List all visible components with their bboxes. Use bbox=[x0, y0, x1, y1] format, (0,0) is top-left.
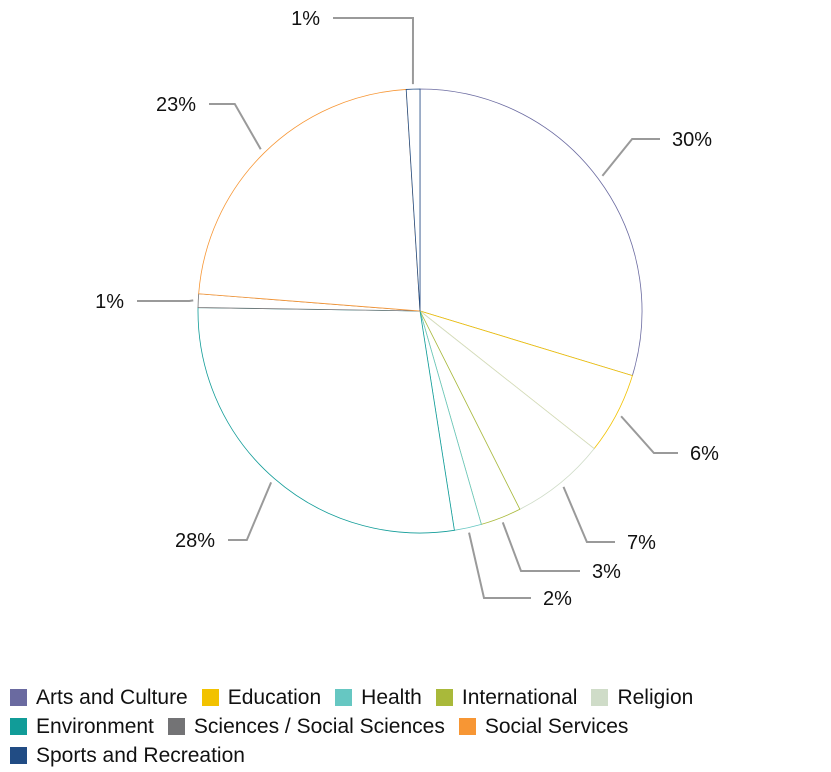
legend-swatch bbox=[167, 718, 185, 735]
legend-label: Sports and Recreation bbox=[36, 743, 245, 767]
data-label: 30% bbox=[672, 129, 712, 151]
data-label: 6% bbox=[690, 443, 719, 465]
pie-slice-arts-and-culture bbox=[419, 88, 643, 377]
data-label: 3% bbox=[592, 561, 621, 583]
leader-line bbox=[501, 522, 580, 572]
data-label: 7% bbox=[627, 532, 656, 554]
pie-slice-environment bbox=[197, 307, 455, 534]
legend-label: Environment bbox=[36, 714, 154, 738]
data-label: 1% bbox=[291, 8, 320, 30]
pie-chart: 30% 6% 7% 3% 2% 28% 1% 23% 1% bbox=[95, 8, 719, 610]
data-label: 28% bbox=[175, 530, 215, 552]
leader-line bbox=[562, 486, 615, 543]
legend-label: Religion bbox=[617, 685, 694, 709]
pie-slice-social-services bbox=[198, 89, 421, 312]
legend-row: Arts and Culture Education Health Internati… bbox=[10, 683, 825, 712]
legend-label: Health bbox=[361, 685, 422, 709]
legend-row: Sports and Recreation bbox=[10, 741, 825, 770]
leader-line bbox=[468, 532, 531, 599]
leader-line bbox=[228, 481, 273, 541]
legend-item[interactable]: International bbox=[435, 685, 578, 710]
legend-item[interactable]: Health bbox=[335, 686, 422, 710]
legend-label: International bbox=[461, 685, 578, 709]
legend-swatch bbox=[591, 689, 609, 706]
legend: Arts and Culture Education Health Internati… bbox=[10, 683, 825, 770]
leader-line bbox=[601, 138, 660, 177]
legend-swatch bbox=[435, 689, 453, 706]
leader-line bbox=[137, 299, 194, 302]
legend-item[interactable]: Religion bbox=[591, 686, 693, 710]
legend-swatch bbox=[201, 689, 219, 706]
legend-row: Environment Sciences / Social Sciences Soc… bbox=[10, 712, 825, 741]
legend-item[interactable]: Arts and Culture bbox=[10, 686, 188, 710]
legend-label: Social Services bbox=[484, 714, 629, 738]
data-label: 2% bbox=[543, 588, 572, 610]
pie-slice-sports-and-recreation bbox=[405, 88, 421, 312]
legend-label: Sciences / Social Sciences bbox=[193, 714, 445, 738]
legend-label: Arts and Culture bbox=[36, 685, 188, 709]
legend-item[interactable]: Environment bbox=[10, 715, 154, 739]
legend-swatch bbox=[458, 718, 476, 735]
data-label: 23% bbox=[156, 94, 196, 116]
legend-swatch bbox=[10, 689, 27, 706]
legend-item[interactable]: Sports and Recreation bbox=[10, 744, 245, 768]
leader-line bbox=[333, 17, 415, 85]
leader-line bbox=[620, 415, 678, 454]
legend-item[interactable]: Sciences / Social Sciences bbox=[167, 714, 445, 739]
legend-swatch bbox=[335, 689, 353, 706]
legend-swatch bbox=[10, 718, 27, 735]
legend-item[interactable]: Social Services bbox=[458, 714, 629, 739]
leader-line bbox=[209, 103, 262, 150]
legend-item[interactable]: Education bbox=[201, 685, 322, 710]
data-label: 1% bbox=[95, 291, 124, 313]
legend-swatch bbox=[10, 747, 27, 764]
legend-label: Education bbox=[227, 685, 322, 709]
